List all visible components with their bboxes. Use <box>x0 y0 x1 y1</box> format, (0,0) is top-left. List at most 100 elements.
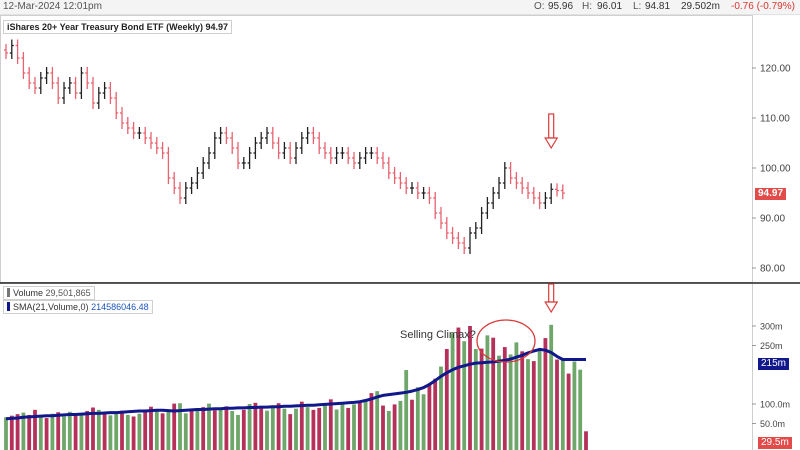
price-bar <box>410 182 414 194</box>
volume-bar <box>44 418 49 450</box>
price-bar <box>212 132 217 159</box>
volume-bar <box>50 413 55 450</box>
price-bar <box>125 117 130 134</box>
volume-bar <box>154 411 159 450</box>
price-bar <box>241 157 246 169</box>
sma-legend: SMA(21,Volume,0) 214586046.48 <box>3 300 153 314</box>
volume-bar <box>334 409 339 450</box>
volume-bar <box>491 337 496 450</box>
volume-legend-label: Volume <box>13 288 44 298</box>
volume-bar <box>288 414 293 450</box>
sma-legend-swatch <box>7 302 10 311</box>
price-legend-text: iShares 20+ Year Treasury Bond ETF (Week… <box>7 22 229 32</box>
price-bar <box>468 227 472 254</box>
volume-bar <box>270 407 275 450</box>
volume-bar <box>323 405 327 450</box>
price-panel-frame <box>0 15 753 283</box>
volume-bar <box>415 387 420 450</box>
volume-tick-label: 300m <box>760 322 783 332</box>
volume-bar <box>85 411 90 450</box>
volume-bar <box>224 406 229 450</box>
price-bar <box>323 142 327 159</box>
price-bar <box>62 82 66 104</box>
volume-bar <box>27 414 32 450</box>
volume-bar <box>328 399 333 450</box>
volume-bar <box>4 417 8 450</box>
price-tick-label: 110.00 <box>760 114 790 125</box>
price-bar <box>450 227 455 244</box>
volume-bar <box>218 409 223 450</box>
volume-tick-label: 100.0m <box>760 400 790 410</box>
volume-bar <box>566 373 571 450</box>
volume-bar <box>276 403 281 450</box>
volume-legend-value: 29,501,865 <box>45 288 91 298</box>
volume-bar <box>584 431 588 450</box>
price-bar <box>294 142 298 164</box>
price-tick-label: 80.00 <box>760 264 785 275</box>
price-bar <box>328 147 333 164</box>
price-bar <box>253 137 258 159</box>
volume-bar <box>21 412 26 450</box>
price-bar <box>236 142 240 169</box>
price-bar <box>56 77 61 104</box>
price-bar <box>508 162 513 184</box>
volume-bar <box>560 360 565 450</box>
volume-legend-swatch <box>7 288 10 297</box>
price-bar <box>178 182 182 204</box>
price-bar <box>50 67 55 89</box>
price-bar <box>230 132 235 154</box>
price-bar <box>96 87 101 109</box>
price-bar <box>154 137 159 154</box>
volume-bar <box>114 412 119 450</box>
price-bar <box>560 184 565 200</box>
volume-bar <box>427 384 432 450</box>
price-bar <box>131 122 136 139</box>
volume-bar <box>96 409 101 450</box>
volume-bar <box>73 414 78 450</box>
volume-bar <box>247 404 252 450</box>
volume-bar <box>33 409 37 450</box>
sma-legend-label: SMA(21,Volume,0) <box>13 302 89 312</box>
price-tick-label: 90.00 <box>760 214 785 225</box>
price-bar <box>398 172 403 189</box>
price-bar <box>201 157 206 179</box>
sma-value-tag: 215m <box>758 358 790 370</box>
volume-bar <box>120 410 124 450</box>
volume-bar <box>462 341 467 450</box>
volume-bar <box>485 335 490 450</box>
volume-bar <box>91 407 95 450</box>
price-bar <box>73 77 78 99</box>
quote-header-bar: 12-Mar-2024 12:01pm O: 95.96 H: 96.01 L:… <box>0 0 800 15</box>
volume-bar <box>357 401 362 450</box>
volume-bar <box>166 410 171 450</box>
price-legend: iShares 20+ Year Treasury Bond ETF (Week… <box>3 20 233 34</box>
price-bar <box>427 187 432 204</box>
price-bar <box>369 147 374 159</box>
price-bar <box>543 192 548 209</box>
price-bar <box>218 127 223 144</box>
price-bar <box>415 182 420 199</box>
volume-bar <box>253 402 258 450</box>
price-bar <box>537 192 542 209</box>
price-bar <box>276 137 281 159</box>
volume-bar <box>137 413 142 450</box>
price-bar <box>195 167 200 189</box>
volume-bar <box>369 393 374 450</box>
volume-bar <box>502 347 507 450</box>
price-bar <box>44 67 49 84</box>
volume-bar <box>236 414 240 450</box>
price-bar <box>265 127 269 144</box>
price-bar <box>444 217 449 239</box>
price-bar <box>247 147 252 169</box>
volume-bar <box>172 403 177 450</box>
price-bar <box>67 77 72 94</box>
price-bar <box>363 147 368 164</box>
price-bar <box>137 127 142 139</box>
price-bar <box>531 187 536 204</box>
price-bar <box>288 142 293 164</box>
volume-bar <box>479 348 484 450</box>
volume-bar <box>439 366 443 450</box>
volume-bar <box>294 408 298 450</box>
volume-bar <box>241 409 246 450</box>
